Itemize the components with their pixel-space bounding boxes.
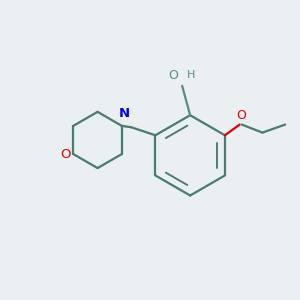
Text: O: O (168, 69, 178, 82)
Text: N: N (118, 107, 130, 120)
Text: H: H (187, 70, 195, 80)
Text: O: O (60, 148, 70, 160)
Text: O: O (236, 109, 246, 122)
